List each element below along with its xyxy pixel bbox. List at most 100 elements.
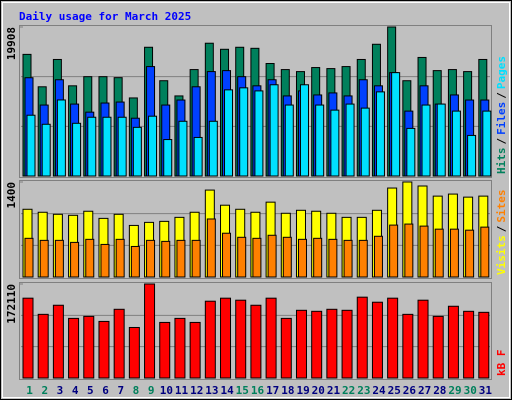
bar xyxy=(356,296,368,379)
bar xyxy=(26,114,36,177)
bar xyxy=(148,115,158,177)
bar xyxy=(299,84,309,177)
legend-separator: / xyxy=(495,138,508,145)
bar xyxy=(421,104,431,177)
bar xyxy=(146,239,156,278)
x-tick-label: 31 xyxy=(479,384,493,397)
bar xyxy=(102,116,112,177)
bar xyxy=(311,310,323,379)
bar xyxy=(360,107,370,177)
bar xyxy=(128,326,140,379)
bar xyxy=(222,232,232,278)
bar xyxy=(161,240,171,278)
x-tick-label: 4 xyxy=(72,384,79,397)
bar xyxy=(343,239,353,278)
legend-separator: / xyxy=(495,92,508,99)
bar xyxy=(282,236,292,278)
bar xyxy=(404,223,414,278)
bar xyxy=(358,239,368,278)
x-tick-label: 2 xyxy=(41,384,48,397)
bar xyxy=(220,297,232,379)
bar xyxy=(235,299,247,379)
bar xyxy=(163,139,173,177)
x-tick-label: 12 xyxy=(190,384,203,397)
bar xyxy=(237,236,247,278)
legend-entry: Visits xyxy=(495,235,508,275)
bar xyxy=(239,87,249,177)
x-tick-label: 7 xyxy=(117,384,124,397)
bar xyxy=(178,120,188,177)
y-tick-label: 19908 xyxy=(5,27,18,60)
bar xyxy=(375,91,385,177)
bar xyxy=(98,320,110,379)
bar xyxy=(449,228,459,278)
bar xyxy=(176,239,186,278)
bar xyxy=(206,218,216,278)
legend-entry: Files xyxy=(495,102,508,135)
x-tick-label: 17 xyxy=(266,384,279,397)
bar xyxy=(387,297,399,379)
legend-entry: Sites xyxy=(495,190,508,223)
bar xyxy=(406,127,416,177)
bar xyxy=(436,103,446,177)
bar xyxy=(280,317,292,379)
bar xyxy=(52,304,64,379)
bar xyxy=(284,104,294,177)
bar xyxy=(87,116,97,177)
x-tick-label: 21 xyxy=(327,384,341,397)
x-tick-label: 29 xyxy=(448,384,461,397)
x-tick-label: 25 xyxy=(388,384,401,397)
x-tick-label: 30 xyxy=(464,384,477,397)
bar xyxy=(83,315,95,379)
bar xyxy=(208,120,218,177)
bar xyxy=(117,116,127,177)
bar xyxy=(252,237,262,278)
bar xyxy=(432,315,444,379)
bar xyxy=(130,245,140,278)
legend-separator: / xyxy=(495,225,508,232)
bar xyxy=(478,311,490,379)
bar xyxy=(297,238,307,278)
bar xyxy=(328,238,338,278)
bar xyxy=(341,309,353,379)
x-tick-label: 5 xyxy=(87,384,94,397)
bar xyxy=(85,238,95,278)
bar xyxy=(56,99,66,177)
x-tick-label: 20 xyxy=(312,384,325,397)
bar xyxy=(434,228,444,278)
bar xyxy=(70,241,80,278)
legend-entry: kB F xyxy=(495,350,508,377)
x-tick-label: 19 xyxy=(296,384,309,397)
bar xyxy=(39,239,49,278)
x-tick-label: 6 xyxy=(102,384,109,397)
bar xyxy=(22,297,34,379)
bar xyxy=(313,237,323,278)
bar xyxy=(254,90,264,177)
bar xyxy=(467,134,477,177)
bar xyxy=(463,310,475,379)
bar xyxy=(389,224,399,278)
legend-entry: Hits xyxy=(495,148,508,175)
x-tick-label: 23 xyxy=(357,384,370,397)
bar xyxy=(345,103,355,177)
bar xyxy=(315,104,325,177)
bar xyxy=(174,317,186,379)
y-tick-label: 1400 xyxy=(5,182,18,209)
bar xyxy=(391,72,401,177)
bar xyxy=(193,136,203,177)
bar xyxy=(132,126,142,177)
chart-title: Daily usage for March 2025 xyxy=(19,10,191,23)
legend-entry: Pages xyxy=(495,56,508,89)
x-tick-label: 16 xyxy=(251,384,265,397)
x-tick-label: 3 xyxy=(57,384,64,397)
x-tick-label: 26 xyxy=(403,384,417,397)
x-tick-label: 1 xyxy=(26,384,33,397)
x-tick-label: 11 xyxy=(175,384,189,397)
bar xyxy=(24,237,34,278)
x-tick-label: 14 xyxy=(220,384,234,397)
bar xyxy=(250,304,262,379)
bar xyxy=(373,235,383,278)
bar xyxy=(402,313,414,379)
